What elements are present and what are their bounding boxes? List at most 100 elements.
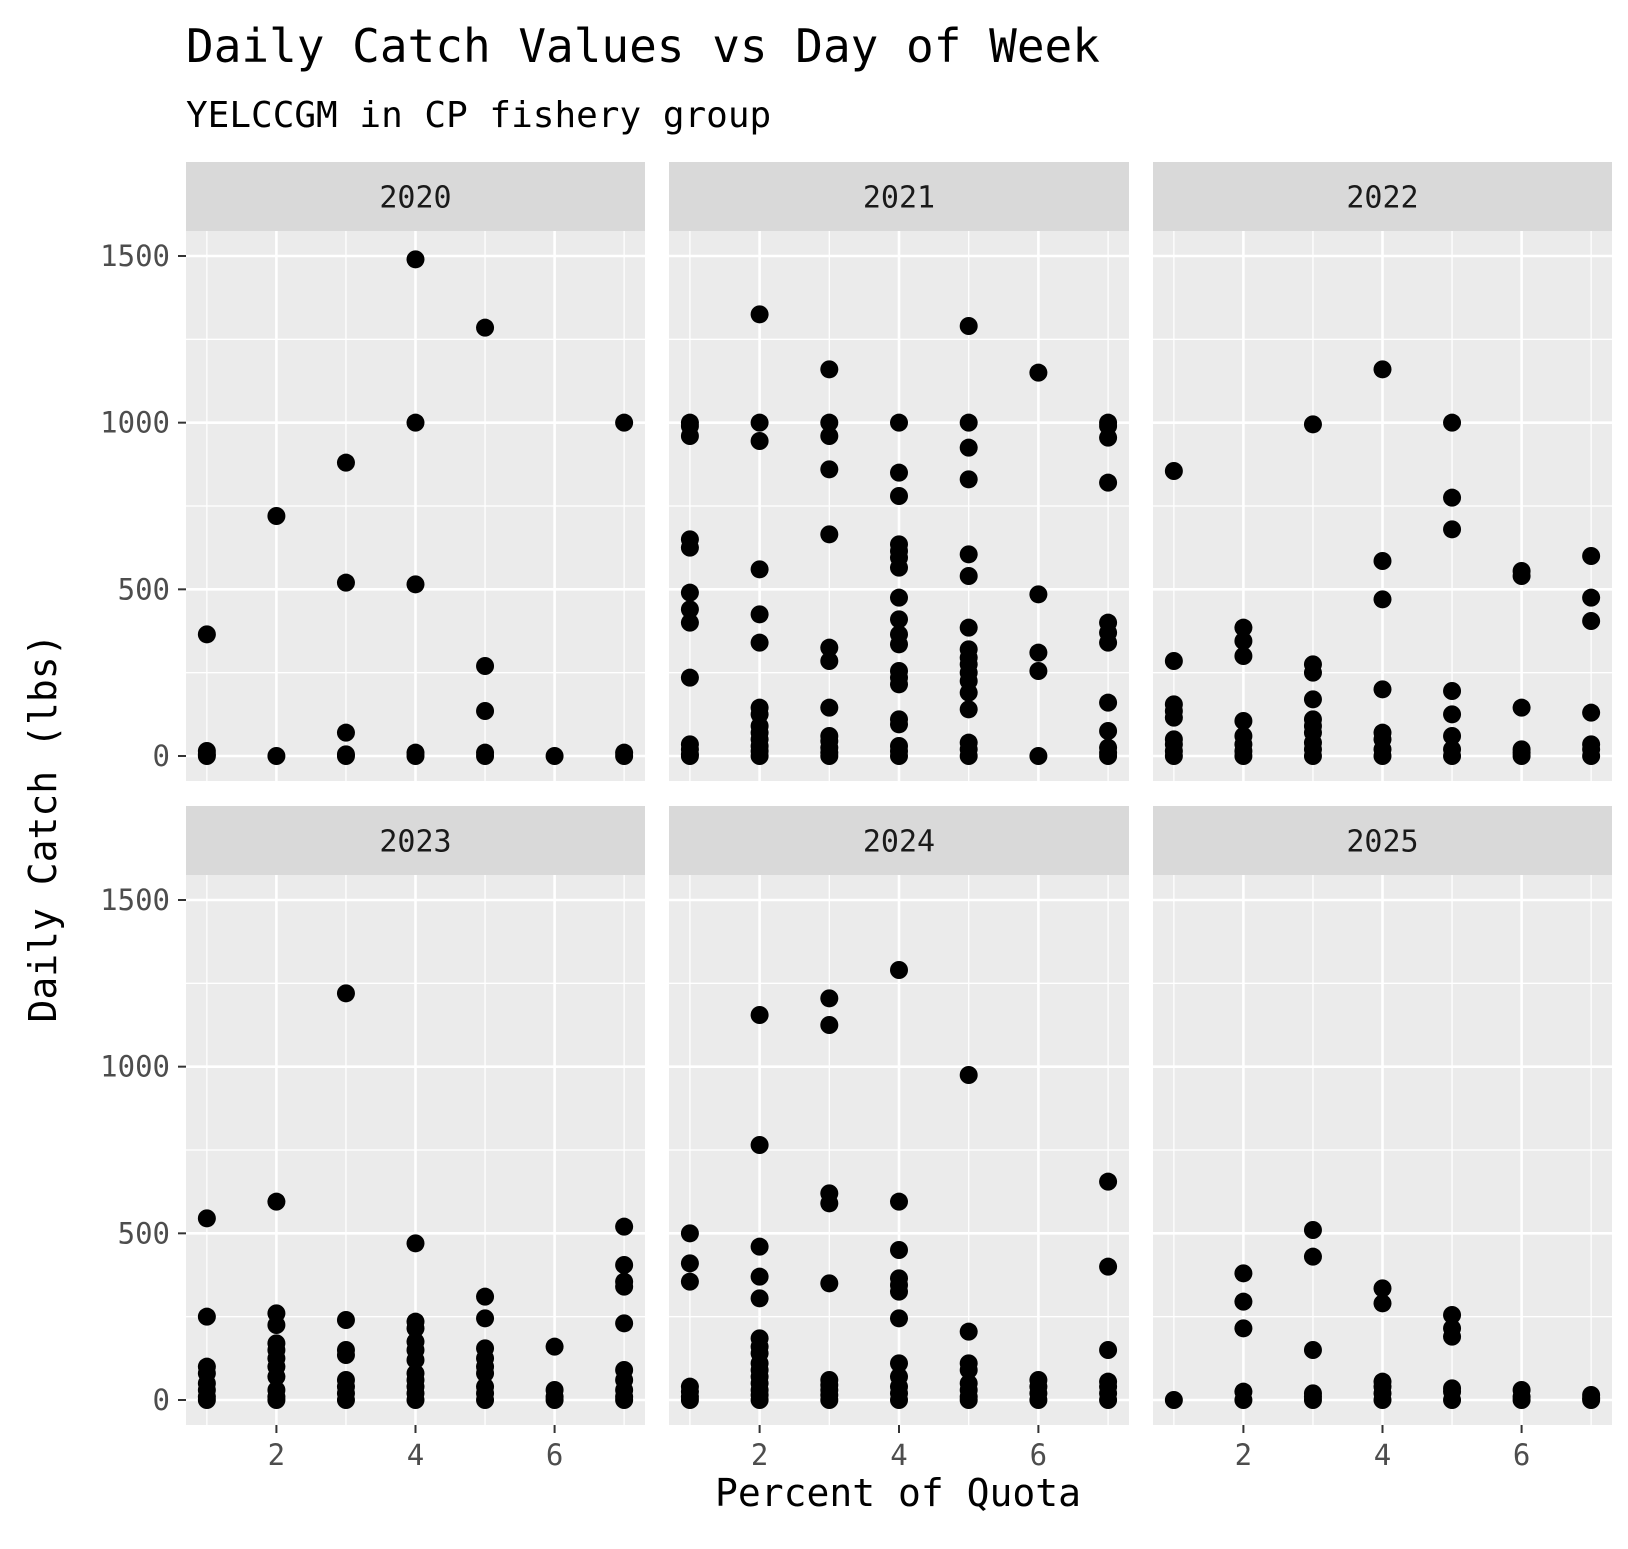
data-point	[750, 1006, 769, 1024]
data-point	[1443, 488, 1462, 507]
data-point	[197, 1209, 216, 1228]
data-point	[1029, 585, 1048, 604]
data-point	[750, 305, 769, 324]
data-point	[1029, 747, 1048, 765]
data-point	[820, 360, 839, 379]
y-tick-label: 1000	[100, 1050, 170, 1084]
data-point	[680, 613, 699, 632]
data-point	[959, 317, 978, 335]
x-tick-label: 4	[407, 1438, 424, 1472]
data-point	[1443, 413, 1462, 432]
y-tick-label: 0	[153, 1383, 170, 1417]
data-point	[336, 1391, 355, 1409]
data-point	[890, 1241, 908, 1259]
data-point	[1443, 1391, 1462, 1409]
data-point	[680, 600, 699, 619]
x-axis-label: Percent of Quota	[715, 1471, 1081, 1515]
data-point	[890, 1354, 908, 1373]
data-point	[545, 1337, 564, 1356]
data-point	[197, 1391, 216, 1409]
data-point	[476, 318, 495, 337]
data-point	[890, 747, 908, 765]
data-point	[1303, 1221, 1322, 1239]
data-point	[1582, 612, 1601, 630]
data-point	[750, 432, 769, 450]
data-point	[267, 1391, 286, 1409]
facet-2024: 2024 2 4 6	[669, 806, 1129, 1472]
data-point	[1512, 747, 1531, 765]
data-point	[545, 747, 564, 765]
data-point	[1512, 567, 1531, 585]
facet-strip-label: 2021	[863, 181, 935, 216]
data-point	[959, 1361, 978, 1379]
data-point	[890, 588, 908, 607]
data-point	[1373, 747, 1392, 765]
x-tick-label: 4	[1374, 1438, 1391, 1472]
data-point	[1582, 1391, 1601, 1409]
data-point	[545, 1391, 564, 1409]
data-point	[680, 1272, 699, 1291]
data-point	[336, 1311, 355, 1329]
data-point	[1099, 1341, 1118, 1359]
data-point	[890, 961, 908, 979]
data-point	[959, 700, 978, 719]
data-point	[1029, 363, 1048, 382]
data-point	[267, 507, 286, 525]
data-point	[750, 605, 769, 624]
data-point	[1373, 552, 1392, 570]
data-point	[890, 675, 908, 694]
data-point	[1029, 662, 1048, 680]
points	[197, 984, 634, 1409]
data-point	[1373, 1279, 1392, 1298]
data-point	[959, 683, 978, 702]
data-point	[750, 747, 769, 765]
facet-strip	[186, 806, 645, 875]
data-point	[1303, 415, 1322, 434]
data-point	[1582, 747, 1601, 765]
data-point	[1099, 747, 1118, 765]
data-point	[1443, 727, 1462, 745]
data-point	[820, 525, 839, 544]
data-point	[1164, 652, 1183, 670]
data-point	[476, 702, 495, 720]
data-point	[820, 747, 839, 765]
data-point	[890, 1391, 908, 1409]
data-point	[1373, 680, 1392, 699]
chart-subtitle: YELCCGM in CP fishery group	[186, 95, 771, 136]
data-point	[615, 1314, 634, 1333]
data-point	[820, 1016, 839, 1034]
points	[680, 305, 1118, 765]
data-point	[1303, 1247, 1322, 1266]
data-point	[1234, 632, 1253, 650]
data-point	[959, 618, 978, 637]
data-point	[1234, 1319, 1253, 1338]
data-point	[820, 989, 839, 1008]
data-point	[1164, 1391, 1183, 1409]
data-point	[1303, 1391, 1322, 1409]
data-point	[476, 747, 495, 765]
data-point	[820, 638, 839, 657]
data-point	[1234, 1391, 1253, 1409]
points	[1164, 1221, 1601, 1409]
data-point	[820, 460, 839, 479]
data-point	[820, 1274, 839, 1293]
data-point	[680, 1224, 699, 1243]
facet-strip-label: 2020	[379, 181, 451, 216]
data-point	[750, 1237, 769, 1256]
data-point	[406, 747, 425, 765]
data-point	[750, 1289, 769, 1308]
data-point	[336, 573, 355, 592]
data-point	[1373, 1391, 1392, 1409]
y-tick-label: 1500	[100, 239, 170, 273]
data-point	[890, 1309, 908, 1328]
data-point	[1234, 747, 1253, 765]
data-point	[476, 1309, 495, 1328]
points	[197, 250, 634, 765]
data-point	[680, 1391, 699, 1409]
data-point	[959, 545, 978, 564]
y-tick-label: 0	[153, 739, 170, 773]
facet-strip	[669, 162, 1129, 231]
data-point	[820, 698, 839, 717]
data-point	[1582, 547, 1601, 565]
data-point	[680, 427, 699, 445]
